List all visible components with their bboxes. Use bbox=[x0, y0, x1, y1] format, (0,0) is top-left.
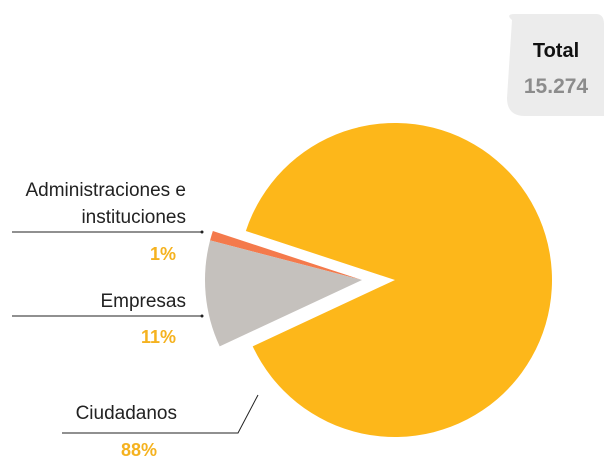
slice-label: Administraciones e instituciones bbox=[25, 180, 186, 228]
leader-dot bbox=[200, 314, 204, 318]
pie-slice bbox=[205, 240, 362, 347]
pie bbox=[205, 122, 553, 437]
slice-value-label: 1% bbox=[149, 244, 176, 264]
pie-slice bbox=[245, 122, 553, 437]
leader-line bbox=[62, 394, 259, 434]
pie-slice bbox=[210, 230, 362, 280]
total-title: Total bbox=[532, 40, 580, 62]
slice-value-label: 88% bbox=[120, 440, 157, 460]
slice-label: Ciudadanos bbox=[75, 403, 177, 424]
total-badge bbox=[507, 14, 604, 116]
total-value: 15.274 bbox=[523, 75, 589, 98]
slice-label: Empresas bbox=[100, 291, 186, 312]
leader-lines bbox=[12, 231, 259, 434]
slice-value-label: 11% bbox=[140, 327, 176, 347]
leader-dot bbox=[200, 230, 204, 234]
